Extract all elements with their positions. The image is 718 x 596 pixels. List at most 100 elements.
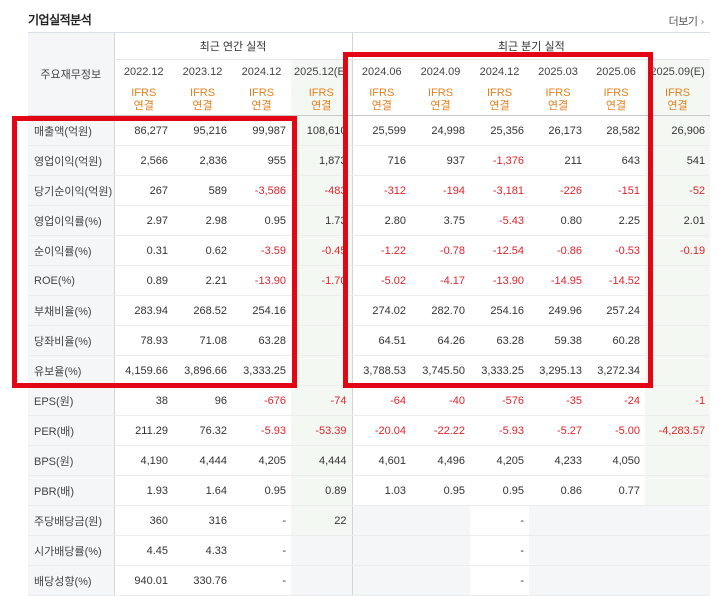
row-label: EPS(원) (28, 385, 114, 416)
table-row: 당기순이익(억원) 267 589 -3,586 -483 -312 -194 -3,181-… (28, 175, 711, 206)
value-cell: 268.52 (173, 295, 232, 326)
value-cell: -5.93 (470, 415, 530, 446)
value-cell: 283.94 (113, 295, 173, 326)
table-row: EPS(원) 38 96 -676 -74 -64 -40 -576 -35 -24 -1 (28, 385, 711, 416)
value-cell: 59.38 (529, 325, 588, 356)
value-cell: 26,906 (645, 115, 711, 146)
value-cell: 282.70 (411, 295, 471, 326)
row-label: PER(배) (28, 415, 114, 446)
value-cell: 2,836 (173, 145, 232, 176)
value-cell (645, 265, 711, 296)
financial-summary-table: 주요재무정보 최근 연간 실적 최근 분기 실적 2022.12 2023.12 2… (28, 32, 711, 596)
value-cell (587, 535, 646, 566)
value-cell (351, 535, 412, 566)
value-cell: -5.93 (232, 415, 291, 446)
value-cell: -1.22 (351, 235, 412, 266)
value-cell: -14.95 (529, 265, 588, 296)
ifrs-label: IFRS (428, 86, 454, 99)
value-cell: -5.27 (529, 415, 588, 446)
value-cell: 254.16 (232, 295, 291, 326)
consolidated-label: 연결 (371, 99, 392, 112)
value-cell: 0.86 (529, 475, 588, 506)
value-cell: 76.32 (173, 415, 232, 446)
value-cell: -3,586 (232, 175, 291, 206)
value-cell: 4,496 (411, 445, 471, 476)
value-cell: 589 (173, 175, 232, 206)
table-row: PBR(배) 1.93 1.64 0.95 0.89 1.03 0.95 0.95 0.86 0.… (28, 475, 711, 506)
value-cell: 24,998 (411, 115, 471, 146)
value-cell: 4,190 (113, 445, 173, 476)
ifrs-badge: IFRS 연결 (529, 84, 588, 116)
ifrs-badge: IFRS 연결 (411, 84, 471, 116)
value-cell: -5.43 (470, 205, 530, 236)
value-cell: -1,376 (470, 145, 530, 176)
value-cell (411, 535, 471, 566)
value-cell (351, 505, 412, 536)
value-cell: 3,896.66 (173, 355, 232, 386)
value-cell: 78.93 (113, 325, 173, 356)
value-cell: -1 (645, 385, 711, 416)
value-cell: 71.08 (173, 325, 232, 356)
value-cell: 3.75 (411, 205, 471, 236)
value-cell: 2,566 (113, 145, 173, 176)
period-header: 2024.06 (351, 59, 412, 84)
ifrs-label: IFRS (369, 86, 395, 99)
ifrs-label: IFRS (131, 86, 157, 99)
consolidated-label: 연결 (489, 99, 510, 112)
period-row: 2022.12 2023.12 2024.12 2025.12(E) 2024.06 20… (28, 59, 711, 84)
value-cell: -5.00 (587, 415, 646, 446)
value-cell: 0.89 (113, 265, 173, 296)
row-label: 시가배당률(%) (28, 535, 114, 566)
value-cell: -74 (291, 385, 353, 416)
value-cell: -24 (587, 385, 646, 416)
ifrs-badge: IFRS 연결 (173, 84, 232, 116)
more-link[interactable]: 더보기 › (669, 13, 705, 29)
chevron-right-icon: › (700, 17, 705, 28)
value-cell: 0.77 (587, 475, 646, 506)
value-cell: -13.90 (470, 265, 530, 296)
value-cell: -4.17 (411, 265, 471, 296)
value-cell: -151 (587, 175, 646, 206)
row-label: 순이익률(%) (28, 235, 114, 266)
row-label: 영업이익(억원) (28, 145, 114, 176)
value-cell: -3,181 (470, 175, 530, 206)
value-cell: -1.70 (291, 265, 353, 296)
period-header: 2022.12 (113, 59, 173, 84)
table-row: 배당성향(%) 940.01 330.76- - (28, 565, 711, 596)
table-row: 매출액(억원) 86,277 95,216 99,987 108,610 25,599 24… (28, 115, 711, 146)
value-cell: 22 (291, 505, 353, 536)
value-cell: 4,601 (351, 445, 412, 476)
period-header: 2025.09(E) (645, 59, 711, 84)
row-label: 주당배당금(원) (28, 505, 114, 536)
ifrs-row: IFRS 연결 IFRS 연결 IFRS 연결 IFRS 연결 IFRS 연결 IFRS 연결 IFRS… (28, 84, 711, 116)
value-cell: 2.21 (173, 265, 232, 296)
value-cell: -0.78 (411, 235, 471, 266)
value-cell: 2.97 (113, 205, 173, 236)
value-cell: - (232, 505, 291, 536)
value-cell: -35 (529, 385, 588, 416)
value-cell: -14.52 (587, 265, 646, 296)
value-cell: 0.95 (232, 205, 291, 236)
value-cell: 64.51 (351, 325, 412, 356)
value-cell: -194 (411, 175, 471, 206)
value-cell: 4,159.66 (113, 355, 173, 386)
consolidated-label: 연결 (605, 99, 627, 112)
table-row: 영업이익(억원) 2,566 2,836 955 1,873 716 937 -1,376 21… (28, 145, 711, 176)
value-cell: 2.25 (587, 205, 646, 236)
value-cell: 0.62 (173, 235, 232, 266)
value-cell: -0.45 (291, 235, 353, 266)
value-cell: 64.26 (411, 325, 471, 356)
value-cell: 26,173 (529, 115, 588, 146)
value-cell: -576 (470, 385, 530, 416)
value-cell: -312 (351, 175, 412, 206)
row-header-title: 주요재무정보 (28, 32, 114, 116)
value-cell: 25,599 (351, 115, 412, 146)
value-cell: 3,333.25 (232, 355, 291, 386)
group-annual: 최근 연간 실적 (113, 32, 353, 60)
value-cell: 360 (113, 505, 173, 536)
value-cell: 0.80 (529, 205, 588, 236)
ifrs-badge: IFRS 연결 (351, 84, 412, 116)
ifrs-label: IFRS (545, 86, 571, 99)
table-row: ROE(%) 0.89 2.21 -13.90 -1.70 -5.02 -4.17 -13.9… (28, 265, 711, 296)
group-quarterly: 최근 분기 실적 (351, 32, 711, 60)
